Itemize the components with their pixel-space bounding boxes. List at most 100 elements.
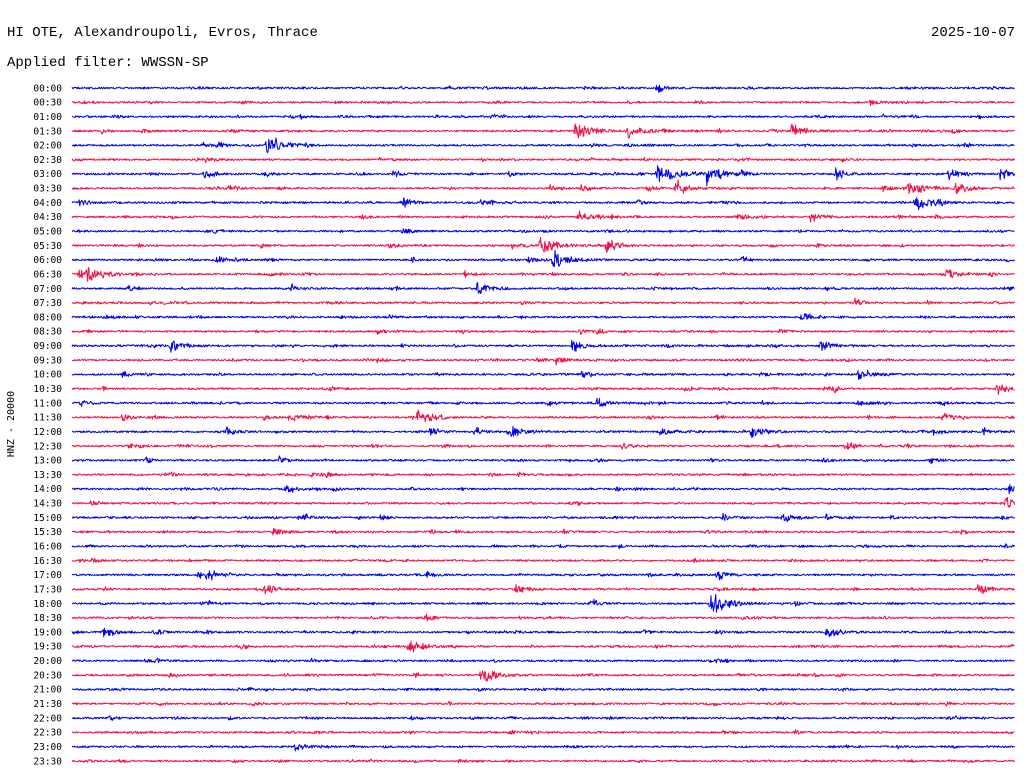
trace-11-00 [71,397,1015,407]
trace-01-00 [71,113,1015,120]
time-label-11-00: 11:00 [33,398,62,409]
time-label-05-30: 05:30 [33,241,62,252]
trace-05-30 [71,237,1015,253]
trace-11-30 [71,409,1016,423]
time-label-15-30: 15:30 [33,527,62,538]
time-label-23-30: 23:30 [33,756,62,767]
trace-01-30 [71,123,1015,139]
trace-14-30 [71,497,1016,508]
time-label-18-30: 18:30 [33,613,62,624]
trace-09-30 [71,357,1015,366]
time-label-01-00: 01:00 [33,112,62,123]
trace-07-30 [71,297,1015,306]
trace-group [71,84,1016,764]
time-label-04-30: 04:30 [33,212,62,223]
time-label-08-00: 08:00 [33,312,62,323]
time-label-01-30: 01:30 [33,126,62,137]
time-label-03-00: 03:00 [33,169,62,180]
time-label-04-00: 04:00 [33,198,62,209]
time-label-11-30: 11:30 [33,413,62,424]
time-label-20-30: 20:30 [33,670,62,681]
trace-17-00 [71,570,1016,581]
trace-02-00 [71,137,1015,154]
time-label-03-30: 03:30 [33,184,62,195]
time-label-06-00: 06:00 [33,255,62,266]
time-label-14-30: 14:30 [33,499,62,510]
time-label-15-00: 15:00 [33,513,62,524]
trace-10-00 [71,369,1015,380]
time-label-17-30: 17:30 [33,585,62,596]
trace-15-00 [71,512,1015,523]
time-label-10-00: 10:00 [33,370,62,381]
trace-19-30 [71,640,1015,653]
trace-03-00 [71,165,1016,187]
trace-04-00 [71,197,1015,211]
trace-05-00 [71,228,1015,234]
trace-16-30 [71,557,1015,564]
time-label-14-00: 14:00 [33,484,62,495]
trace-08-00 [71,313,1016,320]
time-label-20-00: 20:00 [33,656,62,667]
trace-06-00 [71,249,1015,268]
time-label-19-30: 19:30 [33,642,62,653]
time-label-07-30: 07:30 [33,298,62,309]
time-label-16-00: 16:00 [33,542,62,553]
trace-12-00 [71,425,1016,438]
time-label-12-00: 12:00 [33,427,62,438]
filter-label: Applied filter: WWSSN-SP [7,55,209,71]
time-label-02-30: 02:30 [33,155,62,166]
time-label-21-00: 21:00 [33,685,62,696]
trace-03-30 [71,179,1016,195]
trace-20-30 [72,670,1015,682]
trace-23-00 [71,744,1015,752]
trace-21-30 [71,700,1015,707]
time-label-group: 00:00 00:30 01:00 01:30 02:00 02:30 03:00 03:30… [33,83,62,767]
trace-09-00 [71,339,1015,353]
time-label-09-30: 09:30 [33,355,62,366]
trace-21-00 [71,686,1015,692]
trace-10-30 [71,384,1015,395]
trace-20-00 [71,657,1015,664]
trace-22-00 [71,715,1015,722]
trace-16-00 [71,543,1015,550]
trace-07-00 [71,282,1015,294]
time-label-07-00: 07:00 [33,284,62,295]
trace-14-00 [71,484,1015,495]
time-label-19-00: 19:00 [33,627,62,638]
time-label-17-00: 17:00 [33,570,62,581]
time-label-22-00: 22:00 [33,713,62,724]
trace-18-30 [71,613,1015,622]
time-label-16-30: 16:30 [33,556,62,567]
time-label-05-00: 05:00 [33,227,62,238]
y-axis-label: HNZ - 20000 [6,391,17,457]
time-label-09-00: 09:00 [33,341,62,352]
trace-19-00 [71,627,1015,638]
trace-15-30 [71,528,1015,536]
trace-23-30 [71,758,1016,764]
trace-04-30 [71,210,1016,223]
trace-13-00 [71,455,1015,465]
trace-17-30 [71,583,1015,595]
time-label-22-30: 22:30 [33,728,62,739]
trace-12-30 [71,442,1015,450]
trace-00-30 [72,99,1015,107]
time-label-02-00: 02:00 [33,141,62,152]
trace-02-30 [71,156,1016,164]
time-label-08-30: 08:30 [33,327,62,338]
trace-00-00 [71,84,1015,93]
date-label: 2025-10-07 [931,25,1015,41]
time-label-23-00: 23:00 [33,742,62,753]
time-label-00-00: 00:00 [33,83,62,94]
time-label-18-00: 18:00 [33,599,62,610]
time-label-13-30: 13:30 [33,470,62,481]
time-label-10-30: 10:30 [33,384,62,395]
time-label-13-00: 13:00 [33,456,62,467]
trace-08-30 [71,328,1015,335]
time-label-00-30: 00:30 [33,98,62,109]
time-label-06-30: 06:30 [33,269,62,280]
station-title: HI OTE, Alexandroupoli, Evros, Thrace [7,25,318,41]
trace-22-30 [71,729,1015,735]
trace-18-00 [71,594,1016,613]
time-label-12-30: 12:30 [33,441,62,452]
